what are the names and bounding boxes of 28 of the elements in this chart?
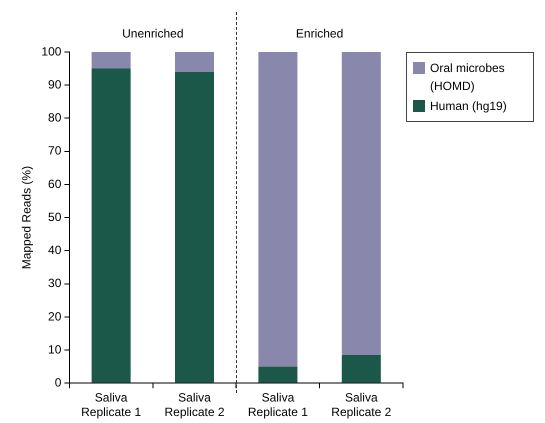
bar	[92, 52, 131, 69]
y-tick-label: 20	[48, 309, 62, 324]
y-tick-label: 0	[54, 376, 62, 390]
bar	[342, 355, 381, 383]
x-tick-label: Saliva Replicate 2	[331, 390, 392, 420]
y-tick-label: 30	[48, 276, 62, 290]
y-axis-title: Mapped Reads (%)	[20, 166, 34, 270]
bar	[258, 366, 298, 383]
y-tick-label: 80	[48, 110, 62, 125]
y-tick-label: 60	[48, 176, 62, 191]
bar	[342, 52, 381, 356]
y-tick-label: 70	[48, 144, 62, 158]
bar	[175, 52, 214, 72]
x-tick-label: Saliva Replicate 1	[248, 390, 308, 420]
y-tick-label: 50	[48, 210, 62, 224]
x-tick-label: Saliva Replicate 2	[164, 390, 225, 420]
legend-label: Human (hg19)	[430, 98, 507, 115]
bar	[92, 68, 131, 383]
x-tick-label: Saliva Replicate 1	[81, 390, 142, 420]
legend-label: Oral microbes (HOMD)	[430, 60, 506, 95]
text: Enriched	[296, 26, 344, 40]
text: Unenriched	[122, 26, 184, 40]
y-tick-label: 90	[48, 77, 62, 92]
bar	[175, 72, 214, 383]
y-tick-label: 40	[48, 243, 62, 258]
bar	[258, 52, 298, 367]
y-tick-label: 10	[48, 342, 62, 356]
y-tick-label: 100	[41, 44, 62, 58]
